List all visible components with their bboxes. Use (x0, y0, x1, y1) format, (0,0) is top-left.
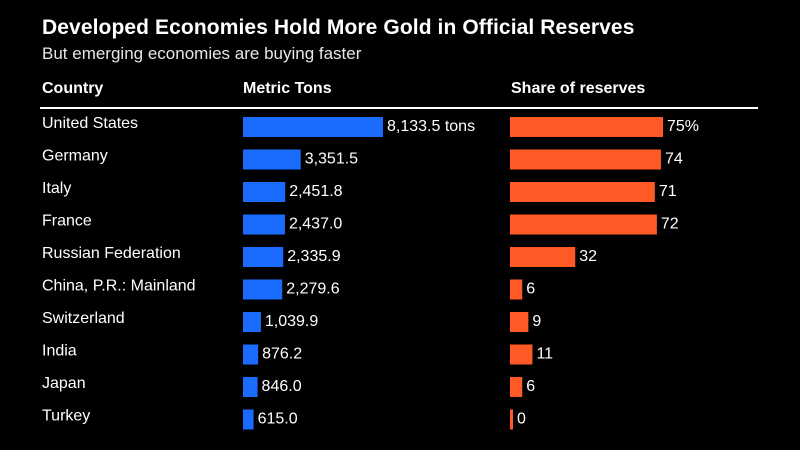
tons-bar-india (243, 344, 259, 365)
share-bar-switzerland (510, 312, 529, 332)
tons-bar-turkey (243, 409, 254, 430)
share-bar-japan (510, 377, 523, 397)
share-value-united-states: 75% (667, 118, 699, 135)
country-label-italy: Italy (42, 180, 71, 197)
country-label-united-states: United States (42, 115, 138, 132)
tons-value-india: 876.2 (262, 346, 302, 363)
share-value-france: 72 (661, 216, 679, 233)
tons-bar-japan (243, 377, 258, 397)
header-country: Country (42, 80, 104, 97)
share-bar-turkey (510, 409, 513, 430)
tons-value-turkey: 615.0 (258, 411, 298, 428)
country-label-india: India (42, 343, 77, 360)
country-label-china-p-r-mainland: China, P.R.: Mainland (42, 278, 196, 295)
tons-value-united-states: 8,133.5 tons (387, 118, 475, 135)
tons-bar-germany (243, 149, 301, 170)
chart-title: Developed Economies Hold More Gold in Of… (42, 16, 635, 39)
share-bar-russian-federation (510, 247, 576, 267)
share-value-switzerland: 9 (532, 313, 541, 330)
share-bar-china-p-r-mainland (510, 279, 523, 300)
tons-bar-russian-federation (243, 247, 284, 267)
header-metric-tons: Metric Tons (243, 80, 332, 97)
share-value-india: 11 (536, 346, 553, 363)
share-value-russian-federation: 32 (579, 248, 597, 265)
tons-value-japan: 846.0 (262, 378, 302, 395)
tons-value-germany: 3,351.5 (305, 151, 358, 168)
tons-bar-italy (243, 182, 286, 202)
country-label-germany: Germany (42, 148, 108, 165)
header-share-of-reserves: Share of reserves (511, 80, 646, 97)
tons-value-russian-federation: 2,335.9 (287, 248, 340, 265)
share-bar-india (510, 344, 533, 365)
share-value-germany: 74 (665, 151, 683, 168)
share-value-china-p-r-mainland: 6 (526, 281, 535, 298)
tons-value-italy: 2,451.8 (289, 183, 342, 200)
tons-bar-france (243, 214, 285, 235)
tons-bar-china-p-r-mainland (243, 279, 283, 300)
header-divider (40, 107, 758, 109)
country-label-russian-federation: Russian Federation (42, 245, 181, 262)
country-label-turkey: Turkey (42, 408, 90, 425)
share-value-turkey: 0 (517, 411, 526, 428)
share-bar-united-states (510, 117, 663, 137)
share-bar-italy (510, 182, 655, 202)
tons-value-switzerland: 1,039.9 (265, 313, 318, 330)
tons-bar-united-states (243, 117, 383, 137)
share-bar-germany (510, 149, 661, 170)
tons-value-france: 2,437.0 (289, 216, 342, 233)
tons-bar-switzerland (243, 312, 261, 332)
tons-value-china-p-r-mainland: 2,279.6 (286, 281, 339, 298)
share-value-italy: 71 (659, 183, 677, 200)
country-label-switzerland: Switzerland (42, 310, 125, 327)
share-bar-france (510, 214, 657, 235)
country-label-france: France (42, 213, 92, 230)
chart-subtitle: But emerging economies are buying faster (42, 44, 362, 63)
country-label-japan: Japan (42, 375, 86, 392)
share-value-japan: 6 (526, 378, 535, 395)
